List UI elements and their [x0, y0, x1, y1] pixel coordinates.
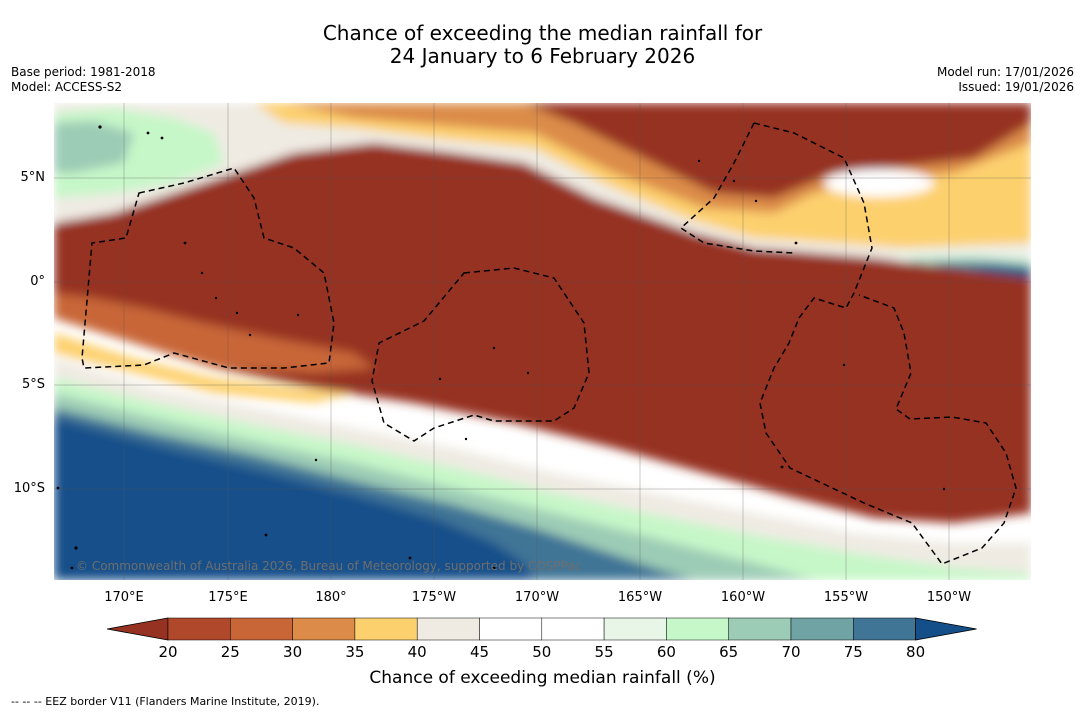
- colorbar-title: Chance of exceeding median rainfall (%): [369, 668, 716, 688]
- lon-label-165w: 165°W: [617, 590, 663, 605]
- tick-label: 55: [594, 643, 614, 661]
- model-name: Model: ACCESS-S2: [11, 80, 123, 94]
- colorbar-cell: [416, 617, 480, 641]
- tick-label: 75: [843, 643, 863, 661]
- colorbar-cells: [107, 617, 977, 641]
- rainfall-map: [54, 103, 1031, 580]
- chart-title-line2: 24 January to 6 February 2026: [389, 44, 696, 68]
- lon-label-150w: 150°W: [926, 590, 972, 605]
- colorbar-cell: [790, 617, 854, 641]
- base-period: Base period: 1981-2018: [11, 65, 156, 79]
- colorbar: [107, 617, 977, 641]
- run-info-left: Base period: 1981-2018 Model: ACCESS-S2: [11, 65, 156, 95]
- lon-label-170e: 170°E: [104, 590, 144, 605]
- lat-label-5n: 5°N: [20, 170, 46, 185]
- eez-footnote: -- -- -- EEZ border V11 (Flanders Marine…: [11, 695, 320, 708]
- colorbar-cell: [354, 617, 418, 641]
- lat-label-5s: 5°S: [21, 377, 45, 392]
- colorbar-cell: [479, 617, 543, 641]
- chart-title-line1: Chance of exceeding the median rainfall …: [322, 21, 763, 45]
- lon-label-160w: 160°W: [720, 590, 766, 605]
- tick-label: 50: [532, 643, 552, 661]
- colorbar-cell: [541, 617, 605, 641]
- lon-label-155w: 155°W: [823, 590, 869, 605]
- lon-label-170w: 170°W: [514, 590, 560, 605]
- tick-label: 40: [407, 643, 427, 661]
- tick-label: 60: [656, 643, 676, 661]
- lat-label-10s: 10°S: [13, 481, 45, 496]
- lon-label-175e: 175°E: [208, 590, 248, 605]
- issued-date: Issued: 19/01/2026: [958, 80, 1074, 94]
- tick-label: 30: [283, 643, 303, 661]
- lon-label-180: 180°: [315, 590, 347, 605]
- tick-label: 65: [719, 643, 739, 661]
- run-info-right: Model run: 17/01/2026 Issued: 19/01/2026: [937, 65, 1074, 95]
- tick-label: 25: [220, 643, 240, 661]
- colorbar-cell: [292, 617, 356, 641]
- colorbar-cell: [603, 617, 667, 641]
- tick-label: 70: [781, 643, 801, 661]
- tick-label: 45: [469, 643, 490, 661]
- colorbar-cell: [230, 617, 293, 641]
- colorbar-cell: [853, 617, 916, 641]
- lon-label-175w: 175°W: [411, 590, 457, 605]
- map-attribution: © Commonwealth of Australia 2026, Bureau…: [76, 559, 582, 573]
- colorbar-cell: [167, 617, 231, 641]
- colorbar-cell: [666, 617, 729, 641]
- tick-label: 35: [345, 643, 365, 661]
- tick-label: 20: [158, 643, 178, 661]
- graticule: [54, 103, 1031, 580]
- eez-borders: [81, 122, 1017, 565]
- tick-label: 80: [906, 643, 926, 661]
- lat-label-0: 0°: [30, 274, 45, 289]
- colorbar-arrow-high: [915, 617, 977, 641]
- island-markers: [56, 125, 946, 570]
- colorbar-arrow-low: [107, 617, 169, 641]
- probability-field: [54, 103, 1031, 580]
- colorbar-cell: [728, 617, 792, 641]
- model-run-date: Model run: 17/01/2026: [936, 65, 1074, 79]
